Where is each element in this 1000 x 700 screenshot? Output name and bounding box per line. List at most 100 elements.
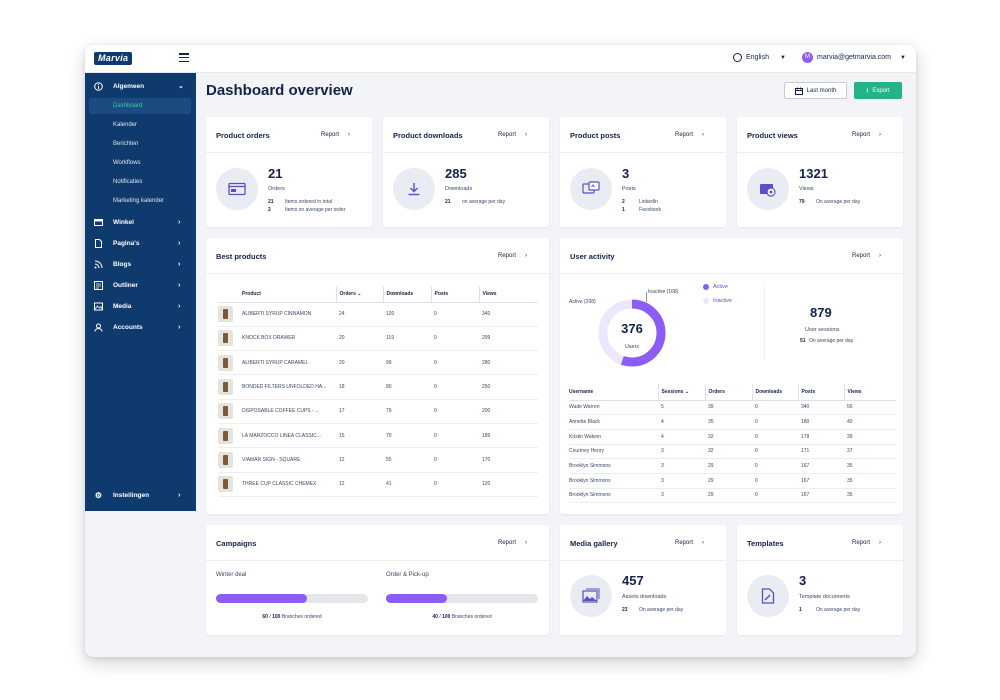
column-header[interactable]: Posts [430,286,479,303]
table-cell: 0 [752,414,798,430]
sidebar-sub-dashboard[interactable]: Dashboard [89,98,191,114]
column-header[interactable]: Orders [704,384,752,401]
chevron-down-icon: ⌄ [684,388,690,395]
table-cell: 0 [752,429,798,445]
table-row[interactable]: Brooklyn Simmons 3 29 0 167 35 [569,473,896,489]
table-row[interactable]: THREE CUP CLASSIC CHEMEX 12 41 0 120 [218,472,538,497]
language-label: English [746,54,769,61]
report-link[interactable]: Report › [321,132,351,138]
export-label: Export [872,87,890,94]
user-activity-card: User activity Report › 376 Users Active (… [560,238,903,514]
table-cell: 15 [336,423,383,449]
sidebar-item-winkel[interactable]: Winkel › [85,214,196,230]
table-header: Username Sessions ⌄ Orders Downloads Pos… [569,384,896,401]
chevron-right-icon: › [178,260,181,268]
table-row[interactable]: Annette Black 4 35 0 180 40 [569,414,896,430]
legend-active: Active [703,284,728,290]
info-icon [94,81,103,91]
table-cell: 167 [798,488,844,504]
product-thumbnail [218,354,233,371]
table-cell: 12 [336,472,383,497]
sidebar-sub-workflows[interactable]: Workflows [113,160,141,166]
last-month-button[interactable]: Last month [784,82,847,99]
sidebar-item-algemeen[interactable]: Algemeen ⌄ [85,78,196,94]
stat-detail: 1 Facebook [622,207,661,213]
top-bar: Marvia English ▼ M marvia@getmarvia.com … [85,45,916,73]
report-link[interactable]: Report › [498,132,528,138]
table-row[interactable]: BONDED FILTERS UNFOLDED HA... 18 80 0 250 [218,374,538,400]
column-header[interactable]: Downloads [382,286,431,303]
sessions-avg: 51 On average per day [800,338,854,344]
column-header[interactable]: Downloads [751,384,798,401]
sidebar-item-instellingen[interactable]: ⚙ Instellingen › [85,487,196,503]
table-cell: 35 [844,473,896,489]
table-row[interactable]: Brooklyn Simmons 3 29 0 167 35 [569,458,896,474]
table-row[interactable]: Wade Warren 5 39 0 340 56 [569,400,896,416]
table-cell: 29 [705,473,752,489]
column-header-sorted[interactable]: Sessions ⌄ [657,384,705,401]
menu-toggle-icon[interactable] [179,53,189,63]
table-row[interactable]: Courtney Henry 3 32 0 171 37 [569,444,896,460]
sidebar-item-paginas[interactable]: Pagina's › [85,235,196,251]
table-row[interactable]: VIAMAR SIGN - SQUARE 12 55 0 170 [218,447,538,473]
marvia-logo[interactable]: Marvia [94,52,133,65]
column-header-sorted[interactable]: Orders ⌄ [335,286,383,303]
column-header[interactable]: Views [843,384,896,401]
table-cell: 0 [752,458,798,474]
table-cell: 24 [336,302,383,327]
legend-swatch [703,284,709,290]
column-header[interactable]: Posts [797,384,844,401]
report-link[interactable]: Report › [852,253,882,259]
best-products-table: Product Orders ⌄ Downloads Posts Views A… [218,286,538,497]
stat-card-views: Product views Report › 1321 Views 79 On av… [737,117,903,227]
table-row[interactable]: Kristin Watson 4 32 0 178 39 [569,429,896,445]
sessions-value: 879 [810,305,832,320]
sidebar: Algemeen ⌄ Dashboard Kalender Berichten … [85,73,196,511]
card-title: Product downloads [393,131,463,140]
sidebar-sub-notificaties[interactable]: Notificaties [113,179,143,185]
export-button[interactable]: ⭳ Export [854,82,902,99]
chevron-right-icon: › [879,253,882,259]
table-row[interactable]: Brooklyn Simmons 3 29 0 167 35 [569,488,896,504]
report-link[interactable]: Report › [675,540,705,546]
report-link[interactable]: Report › [852,132,882,138]
report-link[interactable]: Report › [675,132,705,138]
table-cell: 32 [705,429,752,445]
table-cell: 35 [705,414,752,430]
card-title: Product views [747,131,798,140]
table-cell: 200 [479,399,538,424]
sidebar-item-accounts[interactable]: Accounts › [85,319,196,335]
table-cell: 0 [752,488,798,504]
media-gallery-card: Media gallery Report › 457 Assets downloa… [560,525,726,635]
app-window: Marvia English ▼ M marvia@getmarvia.com … [85,45,916,657]
table-cell: Brooklyn Simmons [569,458,658,474]
sidebar-item-blogs[interactable]: Blogs › [85,256,196,272]
report-link[interactable]: Report › [852,540,882,546]
table-cell: 119 [383,326,431,352]
table-cell: 39 [844,429,896,445]
sidebar-item-outliner[interactable]: Outliner › [85,277,196,293]
sidebar-sub-berichten[interactable]: Berichten [113,141,139,147]
sidebar-sub-kalender[interactable]: Kalender [113,122,138,128]
stat-value: 285 [445,166,467,181]
table-cell: 35 [844,488,896,504]
column-header[interactable]: Product [242,286,336,303]
table-row[interactable]: ALIBERTI SYRUP CARAMEL 20 99 0 280 [218,350,538,376]
table-row[interactable]: ALIBERTI SYRUP CINNAMON 24 120 0 340 [218,302,538,327]
report-link[interactable]: Report › [498,253,528,259]
table-cell: Courtney Henry [569,444,658,460]
stat-detail: 21 Items ordered in total [268,199,332,205]
table-row[interactable]: KNOCK BOX DRAWER 20 119 0 299 [218,326,538,352]
report-link[interactable]: Report › [498,540,528,546]
outline-icon [94,280,103,290]
language-selector[interactable]: English ▼ [733,53,786,62]
user-menu[interactable]: M marvia@getmarvia.com ▼ [802,52,906,63]
column-header[interactable]: Username [569,384,658,401]
column-header[interactable]: Views [478,286,538,303]
table-row[interactable]: DISPOSABLE COFFEE CUPS - ... 17 79 0 200 [218,399,538,424]
table-row[interactable]: LA MARZOCCO LINEA CLASSIC... 15 70 0 189 [218,423,538,449]
sidebar-item-media[interactable]: Media › [85,298,196,314]
table-cell: Brooklyn Simmons [569,473,658,489]
avatar: M [802,52,813,63]
sidebar-sub-marketing-kalender[interactable]: Marketing kalender [113,198,165,204]
